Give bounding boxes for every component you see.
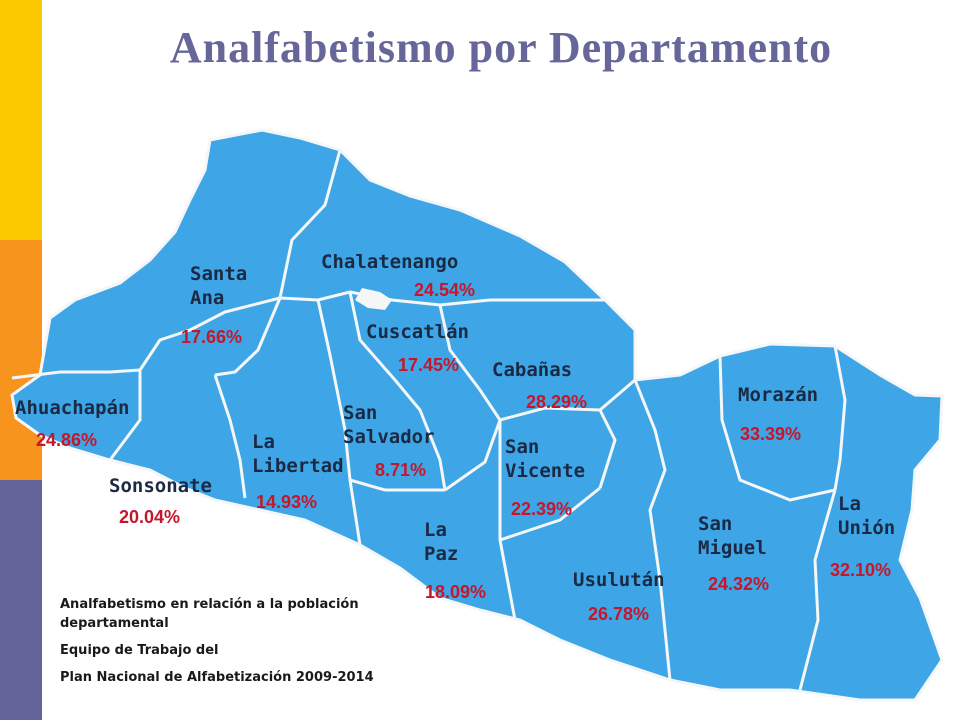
department-rate-cabanas: 28.29% [526, 392, 588, 412]
caption-team: Equipo de Trabajo del [60, 643, 219, 658]
department-rate-usulutan: 26.78% [588, 604, 650, 624]
department-rate-san-vicente: 22.39% [511, 499, 573, 519]
department-name-san-salvador: San Salvador [343, 402, 435, 448]
border-sonsonate-lalibertad [213, 374, 247, 499]
department-name-san-vicente: San Vicente [505, 436, 586, 482]
page-title: Analfabetismo por Departamento [169, 23, 833, 72]
border-chalatenango-south [279, 290, 605, 307]
map-caption: Analfabetismo en relación a la población… [60, 595, 420, 695]
border-sansalvador-lapaz [349, 478, 445, 492]
border-sanmiguel-morazan [718, 355, 836, 502]
department-name-la-union: La Unión [838, 493, 896, 539]
border-sanmiguel-launion [798, 489, 837, 691]
department-rate-la-paz: 18.09% [425, 582, 487, 602]
department-rate-san-miguel: 24.32% [708, 574, 770, 594]
department-rate-cuscatlan: 17.45% [398, 355, 460, 375]
sidebar-purple-block [0, 480, 42, 720]
border-usulutan-sanmiguel [633, 379, 672, 681]
border-lapaz-sanvicente [444, 419, 502, 492]
department-name-la-libertad: La Libertad [252, 431, 344, 477]
border-lalibertad-sansalvador [316, 299, 362, 546]
border-santaana-lalibertad [214, 297, 282, 377]
department-name-san-miguel: San Miguel [698, 513, 767, 559]
department-name-la-paz: La Paz [424, 519, 459, 565]
border-cuscatlan-cabanas [438, 304, 502, 421]
department-name-ahuachapan: Ahuachapán [15, 397, 130, 419]
department-name-santa-ana: Santa Ana [190, 263, 248, 309]
caption-plan: Plan Nacional de Alfabetización 2009-201… [60, 670, 374, 685]
border-santaana-chalatenango [278, 149, 342, 299]
department-rate-santa-ana: 17.66% [181, 327, 243, 347]
sidebar-decoration [0, 0, 42, 720]
department-rate-la-libertad: 14.93% [256, 492, 318, 512]
department-name-morazan: Morazán [738, 384, 819, 406]
department-name-cabanas: Cabañas [492, 359, 573, 381]
department-name-usulutan: Usulután [573, 569, 665, 591]
country-outline [10, 128, 944, 702]
department-rate-chalatenango: 24.54% [414, 280, 476, 300]
department-rate-san-salvador: 8.71% [375, 460, 427, 480]
border-ahuachapan-santaana [11, 296, 281, 380]
caption-description: Analfabetismo en relación a la población… [60, 597, 359, 631]
border-sanvicente-east [598, 409, 617, 489]
department-name-sonsonate: Sonsonate [109, 475, 212, 497]
department-rate-la-union: 32.10% [830, 560, 892, 580]
sidebar-orange-block [0, 240, 42, 480]
department-rate-morazan: 33.39% [740, 424, 802, 444]
department-name-cuscatlan: Cuscatlán [366, 321, 469, 343]
border-sanvicente-bottom [499, 486, 601, 542]
sidebar-yellow-block [0, 0, 42, 240]
department-borders [11, 149, 847, 691]
border-morazan-launion [833, 345, 847, 491]
border-ahuachapan-sonsonate [108, 370, 142, 461]
department-rate-sonsonate: 20.04% [119, 507, 181, 527]
border-cabanas-sanvicente [499, 378, 636, 422]
department-name-chalatenango: Chalatenango [321, 251, 459, 273]
department-rate-ahuachapan: 24.86% [36, 430, 98, 450]
border-sansalvador-cuscatlan [348, 291, 447, 491]
